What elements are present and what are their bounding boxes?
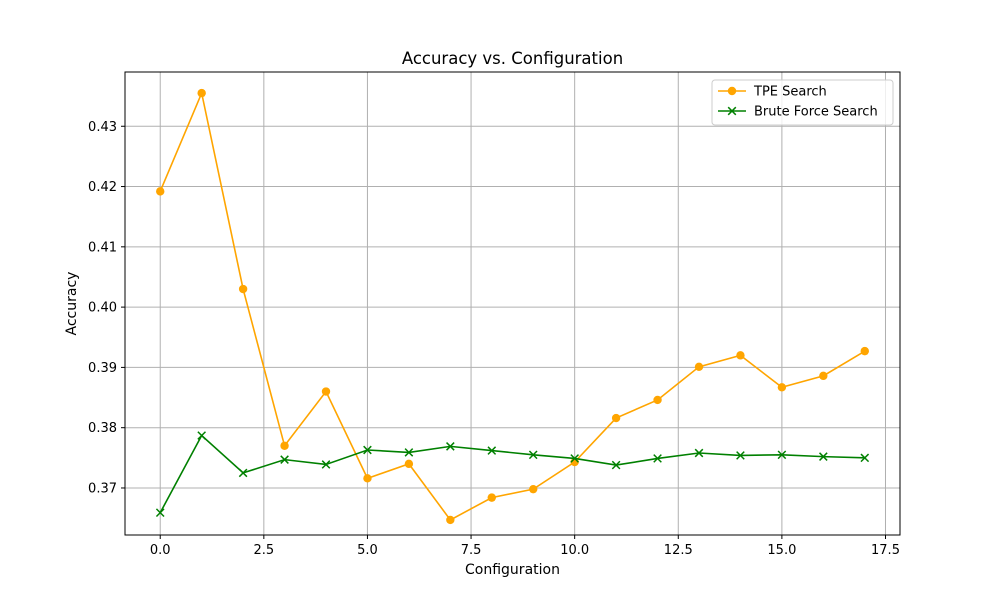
brute-force-search-point [611, 460, 621, 470]
plot-frame [124, 71, 901, 536]
y-axis-label: Accuracy [64, 272, 80, 336]
brute-force-search-point [404, 448, 414, 457]
y-tick-label: 0.38 [88, 421, 117, 436]
tpe-search-point [694, 362, 704, 372]
tpe-search-line [159, 90, 866, 521]
y-tick-label: 0.37 [88, 481, 117, 496]
legend-marker-tpe-search [727, 86, 737, 96]
ticks: 0.0 2.5 5.0 7.5 10.0 12.5 15.0 17.5 0.37 0.38 0.39… [88, 120, 900, 558]
tpe-search-point [404, 459, 414, 469]
series-layer [155, 88, 870, 525]
x-tick-label: 7.5 [461, 543, 482, 558]
brute-force-search-point [238, 468, 248, 478]
tpe-search-point [529, 484, 538, 494]
brute-force-search-point [570, 454, 579, 463]
brute-force-search-point [777, 450, 787, 460]
brute-force-search-point [487, 446, 497, 455]
brute-force-search-point [736, 451, 745, 460]
tpe-search-point [238, 284, 248, 294]
brute-force-search-point [694, 448, 704, 458]
x-axis-label: Configuration [465, 562, 560, 578]
x-tick-label: 15.0 [767, 543, 796, 558]
brute-force-search-point [860, 453, 870, 463]
tpe-search-point [446, 515, 455, 525]
y-tick-label: 0.40 [88, 301, 117, 316]
brute-force-search-point [321, 460, 331, 469]
tpe-search-point [156, 187, 165, 196]
brute-force-search-point [528, 450, 538, 460]
chart-title: Accuracy vs. Configuration [402, 49, 623, 68]
tpe-search-point [487, 493, 496, 502]
x-tick-label: 12.5 [664, 543, 693, 558]
tpe-search-point [777, 383, 787, 392]
tpe-search-point [819, 371, 828, 381]
tpe-search-point [280, 441, 289, 450]
y-tick-label: 0.41 [88, 240, 117, 255]
tpe-search-point [611, 413, 621, 423]
legend-label-brute-force-search: Brute Force Search [754, 105, 878, 120]
brute-force-search-point [280, 455, 289, 464]
brute-force-search-line [159, 434, 865, 514]
brute-force-search-point [653, 454, 662, 463]
brute-force-search-point [446, 442, 455, 451]
grid [125, 72, 900, 535]
tpe-search-point [197, 88, 206, 98]
x-tick-label: 0.0 [150, 543, 171, 558]
x-tick-label: 17.5 [871, 543, 900, 558]
legend-label-tpe-search: TPE Search [753, 85, 827, 100]
legend-box [711, 79, 894, 126]
tpe-search-point [736, 351, 745, 360]
y-tick-label: 0.42 [88, 180, 117, 195]
brute-force-search-point [197, 431, 207, 440]
legend: TPE Search Brute Force Search [711, 79, 894, 126]
tpe-search-point [860, 346, 869, 356]
brute-force-search-point [818, 452, 828, 461]
x-tick-label: 10.0 [560, 543, 589, 558]
tpe-search-point [321, 387, 331, 396]
tpe-search-point [363, 474, 372, 483]
legend-marker-brute-force-search [727, 106, 737, 116]
brute-force-search-point [363, 445, 372, 455]
y-tick-label: 0.39 [88, 361, 117, 376]
x-tick-label: 5.0 [357, 543, 378, 558]
tpe-search-point [653, 395, 662, 405]
y-tick-label: 0.43 [88, 120, 117, 135]
brute-force-search-point [155, 508, 165, 518]
x-tick-label: 2.5 [253, 543, 274, 558]
